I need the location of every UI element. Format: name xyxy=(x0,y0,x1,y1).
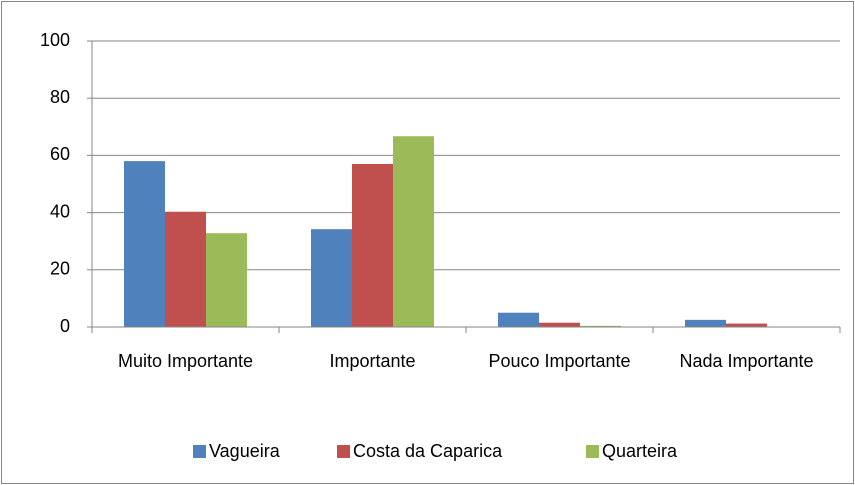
bar xyxy=(726,323,767,327)
bar xyxy=(352,163,393,327)
legend-label: Quarteira xyxy=(602,441,678,461)
bar xyxy=(311,229,352,327)
bar xyxy=(206,233,247,327)
y-tick-label: 0 xyxy=(60,316,70,336)
legend-label: Costa da Caparica xyxy=(353,441,503,461)
x-tick-label: Muito Importante xyxy=(117,351,254,371)
legend-swatch xyxy=(337,445,350,458)
bar xyxy=(124,161,165,327)
bar xyxy=(498,312,539,327)
bar xyxy=(580,325,621,327)
legend-swatch xyxy=(586,445,599,458)
y-tick-label: 60 xyxy=(50,144,70,164)
y-tick-label: 100 xyxy=(40,30,70,50)
y-tick-label: 80 xyxy=(50,87,70,107)
legend-swatch xyxy=(193,445,206,458)
bar xyxy=(393,136,434,327)
legend-label: Vagueira xyxy=(209,441,281,461)
x-tick-label: Nada Importante xyxy=(679,351,814,371)
x-tick-label: Pouco Importante xyxy=(488,351,631,371)
bar xyxy=(165,211,206,327)
bar xyxy=(685,319,726,327)
x-tick-label: Importante xyxy=(329,351,416,371)
y-tick-label: 20 xyxy=(50,259,70,279)
y-tick-label: 40 xyxy=(50,201,70,221)
bar xyxy=(539,322,580,327)
